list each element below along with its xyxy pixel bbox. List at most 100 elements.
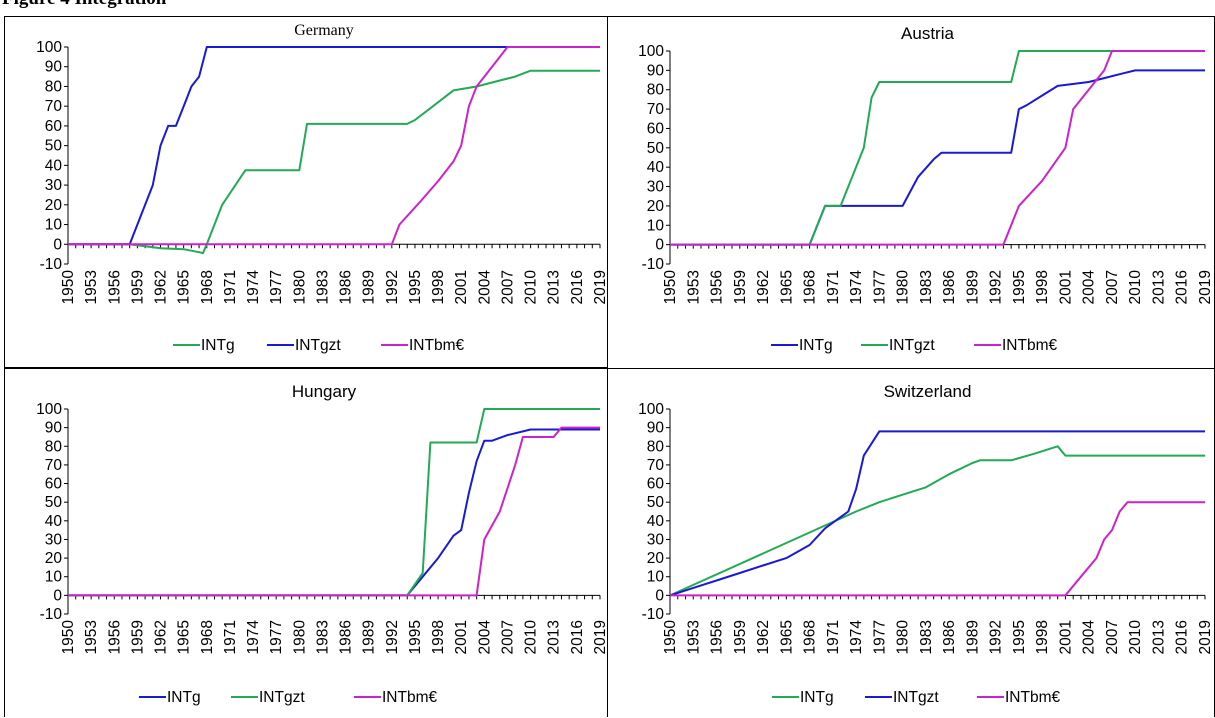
x-tick-label: 2010	[1127, 270, 1144, 305]
x-tick-label: 1962	[755, 620, 772, 654]
x-tick-label: 1980	[895, 270, 912, 305]
legend-label-intg: INTg	[800, 689, 834, 706]
x-tick-label: 1950	[60, 270, 77, 305]
x-tick-label: 1974	[848, 620, 865, 655]
x-tick-label: 2010	[523, 270, 540, 305]
y-tick-label: 100	[36, 401, 62, 418]
x-tick-label: 1968	[199, 620, 216, 654]
x-tick-label: 1986	[941, 620, 958, 654]
y-tick-label: 60	[647, 476, 665, 493]
x-tick-label: 2016	[1174, 270, 1191, 304]
y-tick-label: 80	[647, 82, 665, 99]
x-tick-label: 1956	[709, 270, 726, 304]
x-tick-label: 1986	[338, 270, 355, 304]
x-tick-label: 1974	[848, 270, 865, 305]
y-tick-label: 10	[45, 217, 63, 234]
x-tick-label: 1995	[407, 620, 424, 654]
series-line-intg	[68, 69, 600, 255]
x-tick-label: 1998	[1034, 620, 1051, 654]
chart-title: Switzerland	[884, 382, 972, 401]
x-tick-label: 1956	[106, 620, 123, 654]
x-tick-label: 1992	[988, 270, 1005, 304]
x-tick-label: 1983	[314, 270, 331, 304]
x-tick-label: 1983	[314, 620, 331, 654]
x-tick-label: 2019	[1197, 620, 1214, 654]
y-tick-label: 40	[45, 513, 63, 530]
y-tick-label: 30	[45, 531, 63, 548]
y-tick-label: 20	[647, 550, 665, 567]
x-tick-label: 1992	[384, 620, 401, 654]
y-tick-label: 70	[45, 98, 63, 115]
y-tick-label: 20	[45, 550, 63, 567]
y-tick-label: -10	[40, 606, 63, 623]
legend-label-intgzt: INTgzt	[893, 689, 939, 706]
y-tick-label: 60	[647, 120, 665, 137]
series-line-intbm	[670, 50, 1205, 246]
legend-label-intbm: INTbm€	[1002, 337, 1058, 354]
y-tick-label: 80	[45, 78, 63, 95]
x-tick-label: 2013	[546, 620, 563, 654]
x-tick-label: 2019	[592, 620, 609, 654]
x-tick-label: 1980	[291, 270, 308, 305]
series-line-intg	[670, 69, 1205, 246]
x-tick-label: 1962	[153, 270, 170, 304]
x-tick-label: 2001	[453, 620, 470, 654]
y-tick-label: 50	[647, 494, 665, 511]
y-tick-label: 60	[45, 476, 63, 493]
y-tick-label: 0	[655, 587, 664, 604]
x-tick-label: 1971	[222, 270, 239, 304]
x-tick-label: 2013	[1150, 270, 1167, 304]
x-tick-label: 1977	[268, 620, 285, 654]
y-tick-label: 70	[647, 457, 665, 474]
x-tick-label: 1998	[1034, 270, 1051, 304]
x-tick-label: 1989	[964, 620, 981, 654]
y-tick-label: 40	[647, 513, 665, 530]
x-tick-label: 2004	[1081, 270, 1098, 305]
x-tick-label: 1968	[199, 270, 216, 304]
legend-label-intbm: INTbm€	[409, 337, 465, 354]
x-tick-label: 1953	[685, 620, 702, 654]
chart-panel-austria: Austria -10 0 10 20 30 40 50 60 70 80 90 100 1950 1953…	[608, 16, 1215, 368]
x-tick-label: 1986	[338, 620, 355, 654]
figure-header: Figure 4 Integration	[2, 0, 166, 10]
y-tick-label: 0	[53, 236, 62, 253]
y-tick-label: 10	[45, 569, 63, 586]
x-tick-label: 1977	[268, 270, 285, 304]
x-tick-label: 1950	[662, 270, 679, 305]
x-tick-label: 2013	[1150, 620, 1167, 654]
x-tick-label: 2001	[1057, 270, 1074, 304]
chart-title: Germany	[294, 22, 354, 39]
legend-label-intgzt: INTgzt	[259, 689, 305, 706]
x-tick-label: 1983	[918, 620, 935, 654]
x-tick-label: 2001	[453, 270, 470, 304]
x-tick-label: 1989	[361, 620, 378, 654]
legend-label-intg: INTg	[799, 337, 833, 354]
chart-title: Austria	[901, 24, 954, 43]
legend-label-intbm: INTbm€	[1005, 689, 1061, 706]
chart-panel-germany: Germany -10 0 10 20 30 40 50 60 70 80 90 100 1950 1953…	[4, 16, 609, 368]
x-tick-label: 1959	[129, 620, 146, 654]
x-tick-label: 1980	[895, 620, 912, 655]
x-tick-label: 1995	[1011, 270, 1028, 304]
x-tick-label: 1962	[153, 620, 170, 654]
legend-label-intbm: INTbm€	[382, 689, 438, 706]
x-tick-label: 2016	[1174, 620, 1191, 654]
x-tick-label: 2013	[546, 270, 563, 304]
y-tick-label: 20	[45, 197, 63, 214]
x-tick-label: 1971	[825, 620, 842, 654]
chart-panel-switzerland: Switzerland -10 0 10 20 30 40 50 60 70 80 90 100 1950…	[608, 368, 1215, 717]
legend-label-intg: INTg	[167, 689, 201, 706]
x-tick-label: 1953	[83, 270, 100, 304]
legend-label-intgzt: INTgzt	[295, 337, 341, 354]
legend-label-intg: INTg	[201, 337, 235, 354]
y-tick-label: 30	[647, 531, 665, 548]
x-tick-label: 1995	[1011, 620, 1028, 654]
x-tick-label: 1965	[176, 620, 193, 654]
x-tick-label: 1959	[129, 270, 146, 304]
x-tick-label: 1956	[709, 620, 726, 654]
x-tick-label: 1986	[941, 270, 958, 304]
y-tick-label: 50	[45, 494, 63, 511]
chart-panel-hungary: Hungary -10 0 10 20 30 40 50 60 70 80 90 100 1950 1953…	[4, 368, 609, 717]
y-tick-label: 80	[45, 438, 63, 455]
